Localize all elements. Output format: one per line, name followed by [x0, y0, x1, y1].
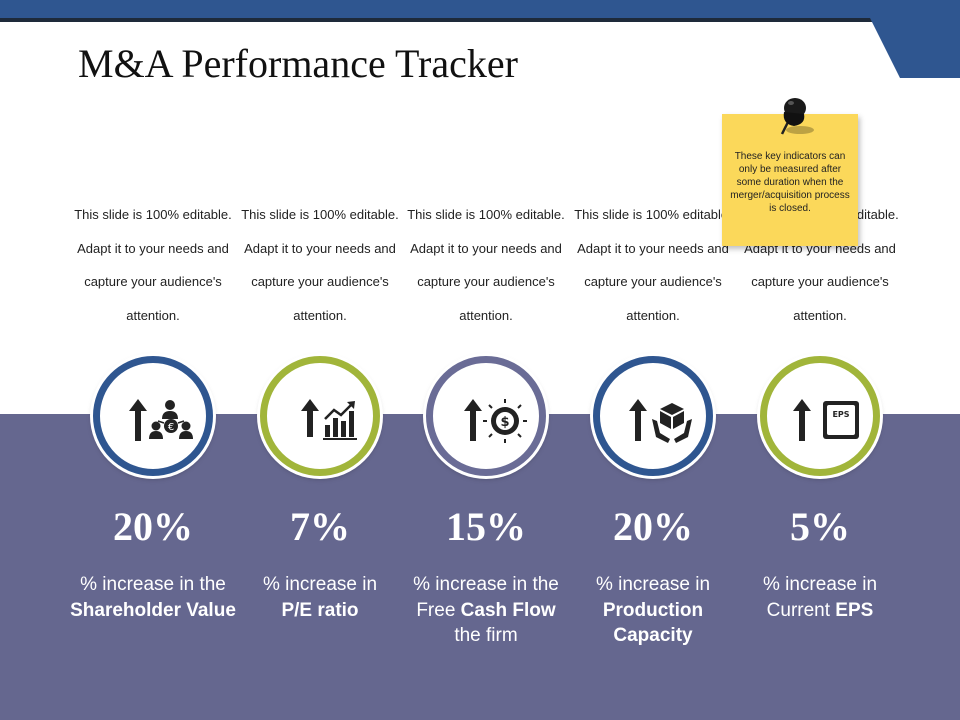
metric-icon-circle [593, 356, 713, 476]
metric-icon-circle [260, 356, 380, 476]
bar-chart-growth-icon [301, 399, 357, 440]
metric-icon-circle: $ [426, 356, 546, 476]
metric-label: % increase in the Shareholder Value [70, 572, 236, 623]
eps-document-icon: EPS [793, 399, 859, 441]
metric-description: This slide is 100% editable. Adapt it to… [574, 207, 732, 323]
metric-label-bold: Cash Flow [460, 599, 556, 621]
eps-icon-text: EPS [832, 410, 849, 419]
dollar-gear-icon: $ [464, 399, 527, 443]
metric-label: % increase in P/E ratio [237, 572, 403, 623]
metric-icon-circle: € [93, 356, 213, 476]
metric-value: 20% [113, 504, 193, 549]
metric-value: 20% [613, 504, 693, 549]
metric-label-text: % increase in Current [762, 574, 878, 621]
metric-label-suffix: the firm [454, 625, 518, 646]
metric-label-text: % increase in [262, 574, 378, 595]
metric-label: % increase in Production Capacity [570, 572, 736, 649]
metric-description: This slide is 100% editable. Adapt it to… [74, 207, 232, 323]
hands-box-icon [629, 399, 692, 443]
metric-value: 5% [790, 504, 850, 549]
metric-icon-circle: EPS [760, 356, 880, 476]
metric-label-text: % increase in [595, 574, 711, 595]
svg-text:$: $ [500, 415, 509, 430]
metric-label-bold: P/E ratio [281, 599, 359, 621]
metric-value: 15% [446, 504, 526, 549]
metric-label-bold: EPS [835, 599, 874, 621]
top-accent-line [0, 18, 960, 22]
metric-label: % increase in the Free Cash Flow the fir… [403, 572, 569, 649]
page-title: M&A Performance Tracker [78, 41, 518, 86]
metric-description: This slide is 100% editable. Adapt it to… [241, 207, 399, 323]
sticky-note: These key indicators can only be measure… [722, 114, 858, 246]
svg-text:€: € [168, 422, 174, 433]
metric-label: % increase in Current EPS [737, 572, 903, 623]
metric-label-bold: Production Capacity [602, 599, 704, 647]
metric-label-bold: Shareholder Value [70, 599, 236, 621]
metric-label-text: % increase in the [80, 574, 226, 595]
push-pin-icon [780, 98, 814, 135]
metric-label-text: % increase in the Free [413, 574, 559, 621]
top-accent-bar [0, 0, 960, 18]
metric-description: This slide is 100% editable. Adapt it to… [407, 207, 565, 323]
shareholders-euro-icon: € [129, 399, 193, 441]
corner-accent-shape [870, 18, 960, 78]
metric-value: 7% [290, 504, 350, 549]
